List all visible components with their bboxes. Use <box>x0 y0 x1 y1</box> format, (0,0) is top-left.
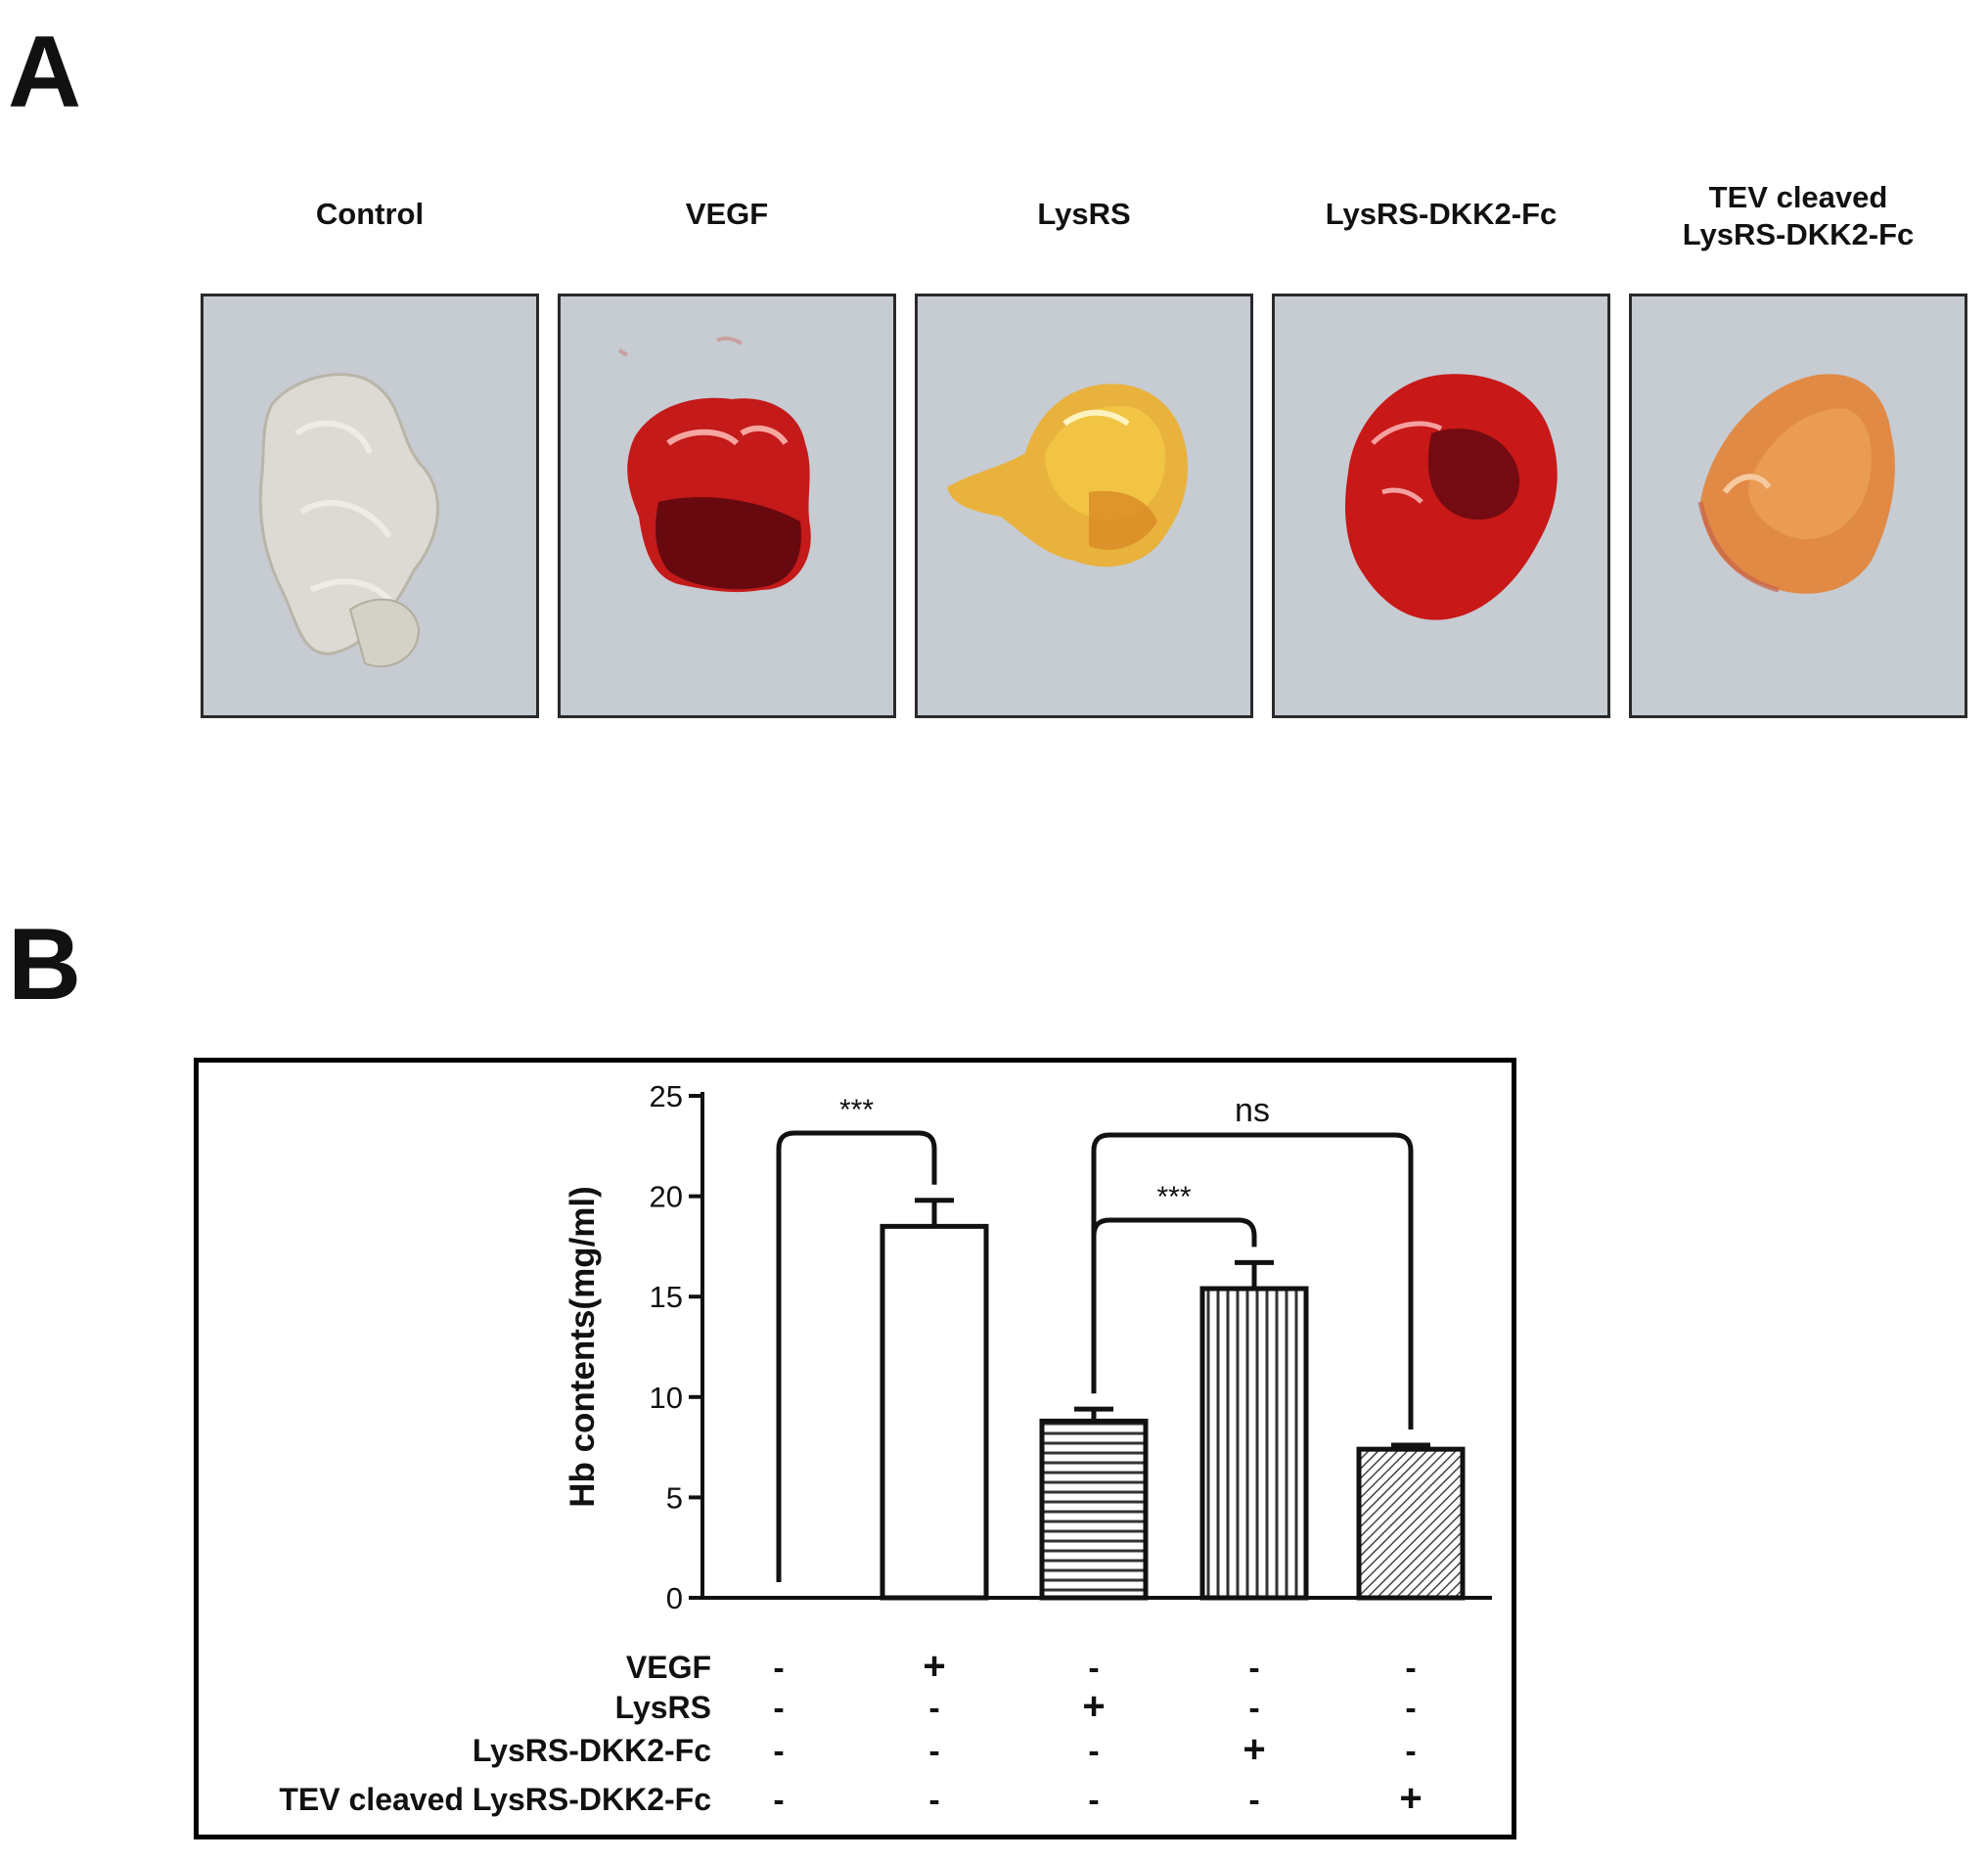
photo-label-lysrs: LysRS <box>1037 197 1131 231</box>
significance-bracket <box>1091 1132 1414 1430</box>
treatment-sign: - <box>1248 1782 1259 1819</box>
panel-a-letter: A <box>8 16 82 129</box>
significance-label: ns <box>1235 1092 1270 1129</box>
matrigel-plug-yellow-image <box>947 384 1188 567</box>
significance-bracket <box>776 1130 937 1582</box>
bar-vegf <box>880 1223 989 1601</box>
treatment-sign: - <box>1248 1650 1259 1687</box>
y-tick-label: 25 <box>650 1079 683 1113</box>
treatment-row-label: TEV cleaved LysRS-DKK2-Fc <box>279 1782 711 1817</box>
chart-frame <box>194 1058 1516 1839</box>
treatment-sign: + <box>1242 1728 1265 1771</box>
treatment-sign: + <box>923 1645 945 1688</box>
treatment-sign: - <box>928 1690 939 1727</box>
treatment-sign: + <box>1082 1685 1105 1728</box>
matrigel-plug-red-image <box>1345 374 1558 620</box>
y-tick-label: 15 <box>650 1280 683 1314</box>
photo-label-vegf: VEGF <box>685 197 769 231</box>
treatment-row-label: LysRS <box>615 1690 711 1725</box>
photo-lysrs-dkk2-fc <box>1272 294 1610 718</box>
y-tick-label: 5 <box>666 1480 683 1515</box>
treatment-sign: - <box>928 1733 939 1770</box>
treatment-sign: - <box>773 1690 784 1727</box>
photo-control <box>201 294 539 718</box>
y-tick-label: 0 <box>666 1581 683 1615</box>
matrigel-plug-clear-image <box>258 373 439 668</box>
treatment-row-label: LysRS-DKK2-Fc <box>473 1733 711 1768</box>
treatment-sign: - <box>928 1782 939 1819</box>
treatment-sign: - <box>1248 1690 1259 1727</box>
photo-lysrs <box>915 294 1253 718</box>
y-axis-label: Hb contents(mg/ml) <box>564 1186 602 1508</box>
treatment-sign: - <box>1088 1650 1099 1687</box>
significance-label: *** <box>1156 1181 1191 1213</box>
significance-label: *** <box>839 1094 874 1126</box>
y-tick-label: 20 <box>650 1180 683 1214</box>
y-tick-label: 10 <box>650 1381 683 1415</box>
panel-b-letter: B <box>8 908 82 1021</box>
treatment-sign: - <box>773 1782 784 1819</box>
treatment-sign: - <box>1088 1782 1099 1819</box>
matrigel-plug-light-orange-image <box>1697 374 1895 594</box>
photo-label-control: Control <box>315 197 425 231</box>
matrigel-plug-dark-red-image <box>617 336 811 593</box>
treatment-row-label: VEGF <box>626 1650 711 1685</box>
treatment-sign: - <box>1088 1733 1099 1770</box>
treatment-sign: - <box>1405 1733 1416 1770</box>
bar-lysrs-dkk2-fc <box>1199 1286 1309 1601</box>
treatment-sign: + <box>1399 1777 1422 1820</box>
photo-vegf <box>558 294 896 718</box>
axes: 0 5 10 15 20 25 Hb contents(mg/ml) <box>564 1079 1492 1615</box>
significance-brackets: *** *** ns <box>776 1092 1414 1582</box>
bar-lysrs <box>1039 1418 1149 1601</box>
bars <box>777 1198 1466 1601</box>
treatment-sign: - <box>1405 1690 1416 1727</box>
photo-label-lysrs-dkk2-fc: LysRS-DKK2-Fc <box>1325 197 1558 231</box>
treatment-sign: - <box>1405 1650 1416 1687</box>
treatment-sign: - <box>773 1650 784 1687</box>
treatment-table: VEGF - + - - -LysRS - - + - -LysRS-DKK2-Fc - - - + -TEV… <box>279 1645 1422 1820</box>
photo-tev-cleaved <box>1629 294 1967 718</box>
photo-label-tev-cleaved: TEV cleaved LysRS-DKK2-Fc <box>1682 180 1915 251</box>
bar-tev-cleaved-lysrs-dkk2-fc <box>1356 1446 1466 1601</box>
treatment-sign: - <box>773 1733 784 1770</box>
